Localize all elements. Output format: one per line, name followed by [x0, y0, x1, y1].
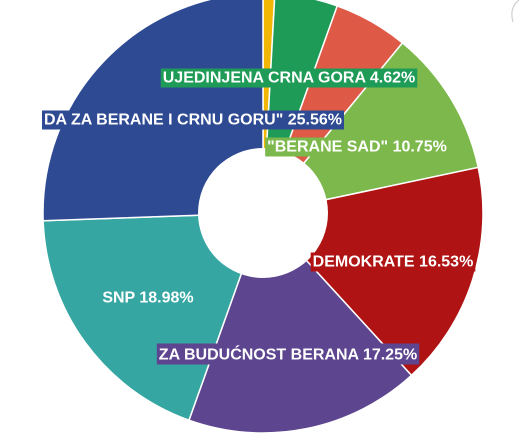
data-label-background	[42, 110, 344, 130]
data-label-background	[156, 343, 420, 365]
pie-slice-unlabeled-0	[262, 0, 276, 214]
chart-slices	[42, 0, 484, 434]
donut-hole	[198, 148, 328, 278]
data-label-text: DEMOKRATE 16.53%	[313, 254, 474, 271]
data-label-snp: SNP 18.98%	[100, 288, 196, 308]
data-label-text: "BERANE SAD" 10.75%	[267, 139, 447, 156]
data-label-za-budu-nost-berana: ZA BUDUĆNOST BERANA 17.25%	[156, 343, 420, 365]
corner-decoration	[511, 0, 520, 23]
data-label-text: ZA BUDUĆNOST BERANA 17.25%	[159, 345, 417, 364]
data-label-da-za-berane-i-crnu-goru: DA ZA BERANE I CRNU GORU" 25.56%	[42, 110, 344, 130]
data-label-background	[310, 252, 476, 272]
data-label-demokrate: DEMOKRATE 16.53%	[310, 252, 476, 272]
data-label-text: UJEDINJENA CRNA GORA 4.62%	[163, 70, 416, 87]
pie-slice-snp	[42, 212, 265, 422]
data-label-text: SNP 18.98%	[102, 290, 193, 307]
data-label-background	[100, 288, 196, 308]
chart-labels: UJEDINJENA CRNA GORA 4.62% "BERANE SAD" 1…	[42, 68, 476, 365]
pie-slice-da-za-berane-i-crnu-goru	[42, 0, 264, 222]
data-label-berane-sad: "BERANE SAD" 10.75%	[265, 137, 449, 157]
data-label-ujedinjena-crna-gora: UJEDINJENA CRNA GORA 4.62%	[160, 68, 418, 88]
data-label-background	[160, 68, 418, 88]
data-label-text: DA ZA BERANE I CRNU GORU" 25.56%	[44, 112, 342, 129]
data-label-background	[265, 137, 449, 157]
pie-slice-berane-sad	[261, 41, 480, 215]
